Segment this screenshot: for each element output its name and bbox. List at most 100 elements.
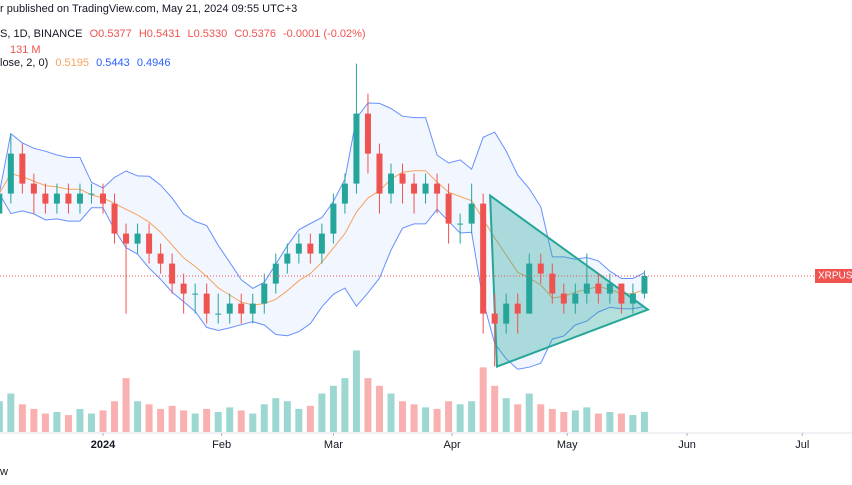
- candle-body: [376, 153, 383, 194]
- volume-bar: [410, 404, 418, 432]
- volume-bar: [375, 385, 383, 432]
- volume-bar: [594, 413, 602, 432]
- volume-bar: [560, 412, 568, 432]
- volume-bar: [629, 415, 637, 432]
- candle-body: [53, 193, 60, 204]
- volume-bar: [7, 393, 15, 432]
- x-tick-label: Apr: [443, 439, 460, 451]
- indicator-value: 0.4946: [136, 57, 171, 69]
- volume-bar: [157, 408, 165, 432]
- candle-body: [203, 293, 210, 314]
- volume-bar: [295, 408, 303, 432]
- candle-body: [0, 193, 3, 214]
- candle-body: [42, 193, 49, 204]
- candle-body: [30, 183, 37, 194]
- x-tick-label: May: [557, 439, 578, 451]
- candle-body: [169, 263, 176, 284]
- volume-bar: [145, 404, 153, 432]
- bb-upper: [0, 102, 645, 289]
- volume-bar: [617, 413, 625, 432]
- candle-body: [629, 293, 636, 304]
- volume-bar: [479, 367, 487, 432]
- candle-body: [364, 113, 371, 154]
- candle-body: [146, 233, 153, 254]
- volume-bar: [306, 405, 314, 432]
- candle-body: [134, 233, 141, 244]
- candle-body: [595, 283, 602, 294]
- candle-body: [180, 283, 187, 294]
- ohlc: O0.5377: [89, 28, 132, 40]
- candle-body: [353, 113, 360, 184]
- candle-body: [537, 263, 544, 274]
- candle-body: [445, 193, 452, 224]
- symbol-tag: XRPUSD: [818, 271, 852, 282]
- indicator: lose, 2, 0): [0, 57, 49, 69]
- candle-body: [215, 313, 222, 315]
- volume-bar: [41, 413, 49, 432]
- candle-body: [514, 303, 521, 314]
- volume-bar: [468, 401, 476, 432]
- candle-body: [388, 173, 394, 194]
- indicator-value: 0.5195: [55, 57, 90, 69]
- candle-body: [238, 303, 245, 314]
- candle-body: [318, 233, 325, 254]
- candle-body: [560, 293, 567, 304]
- candle-body: [123, 233, 130, 244]
- volume-bar: [364, 378, 372, 432]
- volume-bar: [352, 350, 360, 432]
- candle-body: [422, 183, 429, 194]
- volume-bar: [18, 404, 26, 432]
- candle-body: [19, 153, 26, 184]
- volume-bar: [502, 398, 510, 432]
- volume-bar: [237, 410, 245, 432]
- candle-body: [618, 283, 625, 304]
- candle-body: [399, 173, 406, 184]
- candle-body: [330, 203, 337, 234]
- ohlc: L0.5330: [187, 28, 228, 40]
- candle-body: [157, 253, 164, 264]
- ohlc: -0.0001 (-0.02%): [283, 28, 366, 40]
- volume-bar: [180, 410, 188, 432]
- candle-body: [261, 283, 268, 304]
- x-tick-label: Feb: [212, 439, 231, 451]
- candle-body: [76, 193, 83, 204]
- candle-body: [100, 193, 106, 204]
- candle-body: [457, 223, 464, 225]
- volume-bar: [433, 408, 441, 432]
- volume-bar: [514, 404, 522, 432]
- volume-bar: [272, 398, 280, 432]
- volume-bar: [168, 405, 176, 432]
- volume-bar: [548, 408, 556, 432]
- volume-bar: [191, 413, 199, 432]
- volume-bar: [260, 404, 268, 432]
- candle-body: [341, 183, 348, 204]
- symbol: S, 1D, BINANCE: [0, 28, 83, 40]
- triangle-pattern: [489, 193, 650, 369]
- volume-bar: [53, 412, 61, 432]
- volume-bar: [214, 412, 222, 432]
- candle-body: [284, 253, 291, 264]
- candle-body: [606, 283, 613, 294]
- volume-bar: [537, 404, 545, 432]
- bottom-line: w: [0, 466, 12, 478]
- volume-bar: [640, 411, 648, 432]
- candle-body: [272, 263, 279, 284]
- bb-lower: [0, 193, 645, 370]
- candle-body: [65, 193, 72, 204]
- x-tick-label: Mar: [324, 439, 343, 451]
- volume-bar: [283, 401, 291, 432]
- volume-bar: [525, 393, 533, 432]
- candle-body: [7, 153, 14, 194]
- volume-bar: [399, 401, 407, 432]
- volume-bar: [456, 404, 464, 432]
- candle-body: [480, 203, 487, 314]
- candle-body: [192, 293, 199, 295]
- candle-body: [526, 263, 533, 314]
- volume-bar: [111, 401, 119, 432]
- candle-body: [468, 203, 475, 224]
- x-tick-label: 2024: [91, 439, 116, 451]
- indicator-value: 0.5443: [96, 57, 130, 69]
- volume-bar: [341, 378, 349, 432]
